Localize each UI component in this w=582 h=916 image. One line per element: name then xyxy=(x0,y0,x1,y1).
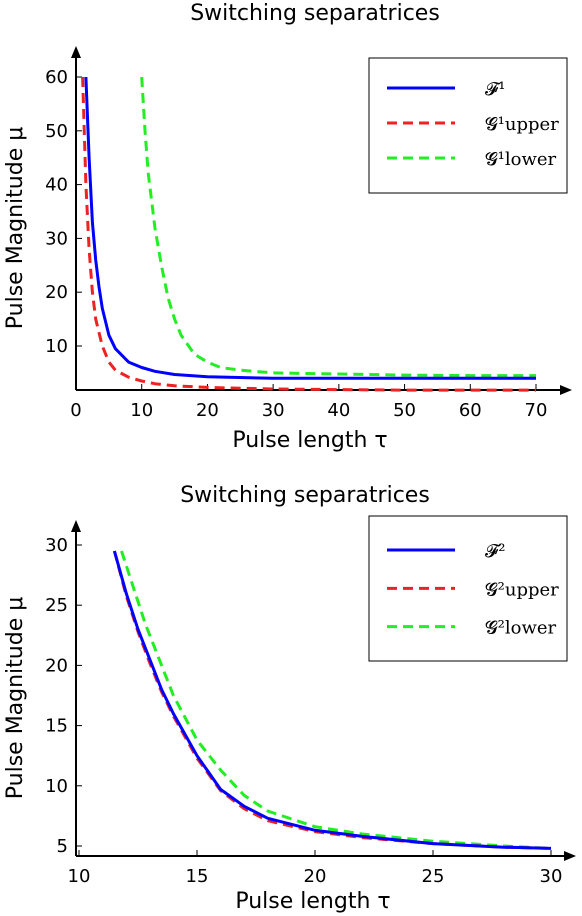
legend-label-2: 𝓖²upper xyxy=(485,579,559,600)
x-tick-label: 15 xyxy=(186,866,209,887)
legend-label-1: 𝓕¹ xyxy=(485,79,506,100)
series-line-2 xyxy=(81,76,536,392)
y-tick-label: 40 xyxy=(45,175,68,196)
x-tick-label: 30 xyxy=(540,866,563,887)
series-line-1 xyxy=(112,550,552,850)
x-axis-label: Pulse length τ xyxy=(232,428,387,453)
y-tick-label: 5 xyxy=(57,836,68,857)
y-tick-label: 15 xyxy=(45,716,68,737)
x-tick-label: 40 xyxy=(327,400,350,421)
y-tick-label: 10 xyxy=(45,336,68,357)
series-line-3 xyxy=(120,550,552,850)
x-tick-label: 10 xyxy=(130,400,153,421)
x-tick-label: 20 xyxy=(304,866,327,887)
y-tick-label: 25 xyxy=(45,595,68,616)
y-axis-arrow xyxy=(71,46,81,58)
x-tick-label: 30 xyxy=(262,400,285,421)
x-tick-label: 50 xyxy=(393,400,416,421)
y-tick-label: 20 xyxy=(45,282,68,303)
y-axis-label: Pulse Magnitude μ xyxy=(3,597,28,799)
x-axis-label: Pulse length τ xyxy=(235,889,390,914)
legend-label-3: 𝓖¹lower xyxy=(485,149,557,170)
legend: 𝓕¹ 𝓖¹upper 𝓖¹lower xyxy=(368,57,568,194)
x-tick-label: 60 xyxy=(459,400,482,421)
x-tick-label: 70 xyxy=(525,400,548,421)
x-axis-arrow xyxy=(564,851,576,861)
x-tick-label: 10 xyxy=(68,866,91,887)
chart-1: Switching separatrices 0 10 20 30 40 50 60 70 10 2… xyxy=(3,1,572,453)
x-tick-label: 20 xyxy=(196,400,219,421)
y-tick-label: 50 xyxy=(45,121,68,142)
chart-title: Switching separatrices xyxy=(180,483,430,508)
y-tick-label: 30 xyxy=(45,535,68,556)
x-axis-arrow xyxy=(560,385,572,395)
legend-label-1: 𝓕² xyxy=(485,541,506,562)
legend-box xyxy=(368,57,568,194)
y-tick-label: 60 xyxy=(45,67,68,88)
x-tick-label: 25 xyxy=(422,866,445,887)
y-axis-label: Pulse Magnitude μ xyxy=(3,127,28,329)
legend: 𝓕² 𝓖²upper 𝓖²lower xyxy=(368,515,568,662)
y-tick-label: 20 xyxy=(45,655,68,676)
y-axis-arrow xyxy=(71,520,81,532)
legend-label-3: 𝓖²lower xyxy=(485,618,557,639)
x-tick-label: 0 xyxy=(70,400,81,421)
y-tick-label: 10 xyxy=(45,776,68,797)
chart-title: Switching separatrices xyxy=(190,1,440,26)
legend-box xyxy=(368,515,568,662)
series-line-1 xyxy=(84,76,536,380)
y-tick-label: 30 xyxy=(45,228,68,249)
series-line-3 xyxy=(140,76,536,378)
legend-label-2: 𝓖¹upper xyxy=(485,114,559,135)
